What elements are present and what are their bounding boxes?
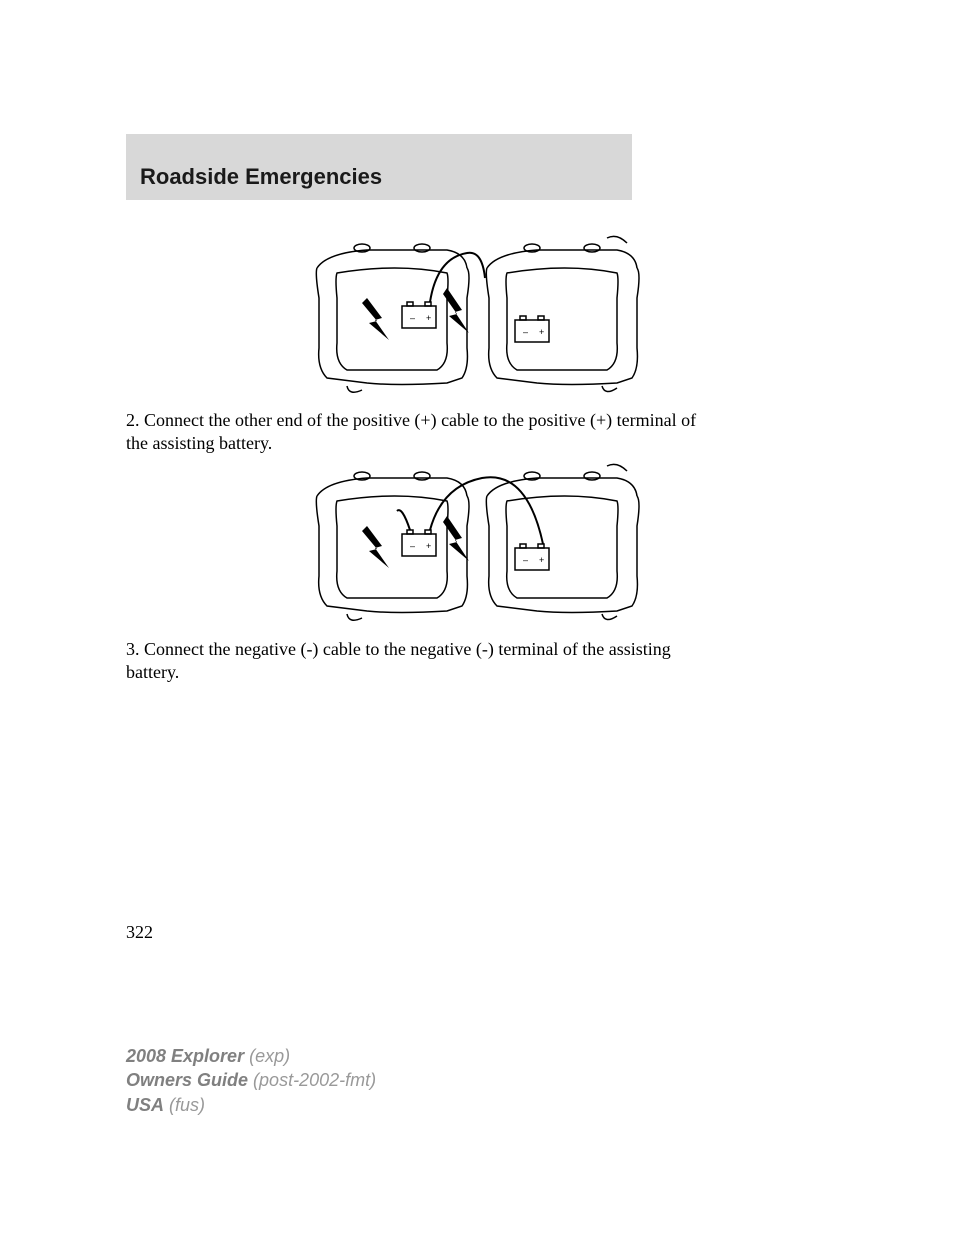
footer-region-code: (fus) <box>169 1095 205 1115</box>
battery-pos-label: + <box>539 327 544 337</box>
step-3-text: 3. Connect the negative (-) cable to the… <box>126 638 714 685</box>
document-footer: 2008 Explorer (exp) Owners Guide (post-2… <box>126 1044 376 1117</box>
section-title: Roadside Emergencies <box>140 164 382 190</box>
jump-start-diagram-step1: – + – + <box>307 228 647 398</box>
footer-region: USA <box>126 1095 164 1115</box>
battery-pos-label: + <box>426 541 431 551</box>
battery-pos-label: + <box>539 555 544 565</box>
battery-neg-label: – <box>523 327 528 337</box>
footer-guide: Owners Guide <box>126 1070 248 1090</box>
footer-guide-code: (post-2002-fmt) <box>253 1070 376 1090</box>
battery-pos-label: + <box>426 313 431 323</box>
section-header-bar: Roadside Emergencies <box>126 134 632 200</box>
footer-model-code: (exp) <box>249 1046 290 1066</box>
page-number: 322 <box>126 922 153 943</box>
footer-model: 2008 Explorer <box>126 1046 244 1066</box>
battery-neg-label: – <box>523 555 528 565</box>
battery-neg-label: – <box>410 541 415 551</box>
battery-neg-label: – <box>410 313 415 323</box>
jump-start-diagram-step2: – + – + <box>307 456 647 626</box>
step-2-text: 2. Connect the other end of the positive… <box>126 409 714 456</box>
